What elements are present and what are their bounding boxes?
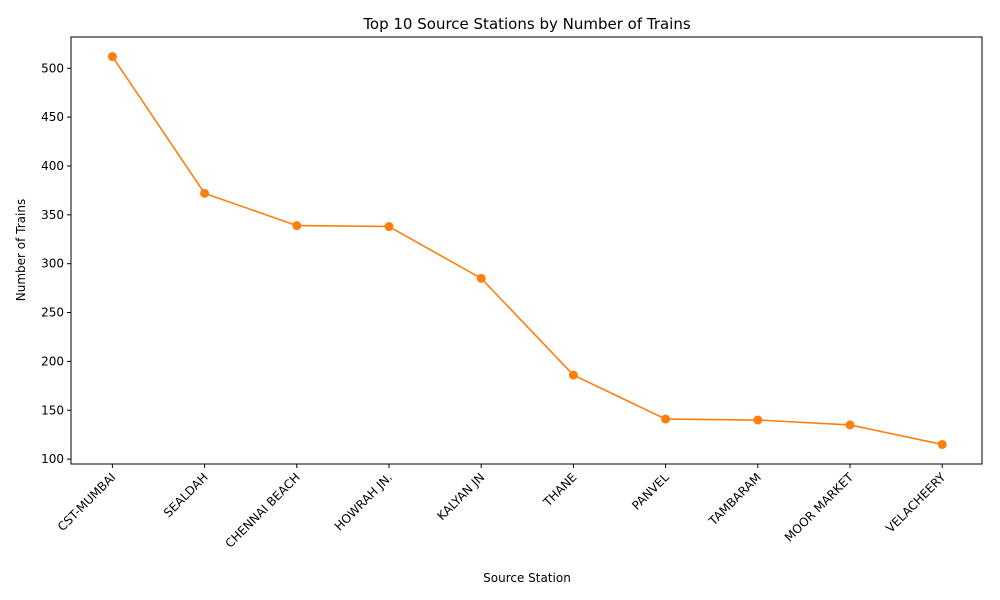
y-tick-label: 100 — [41, 452, 64, 466]
data-point — [937, 439, 947, 449]
x-tick-label: MOOR MARKET — [782, 470, 857, 545]
plot-area — [107, 52, 947, 449]
x-axis: CST-MUMBAI SEALDAH CHENNAI BEACH HOWRAH JN.… — [55, 464, 949, 551]
y-tick-label: 300 — [41, 257, 64, 271]
x-axis-label: Source Station — [483, 571, 571, 585]
data-point — [200, 188, 210, 198]
y-axis-label: Number of Trains — [14, 199, 28, 301]
x-tick-label: VELACHEERY — [883, 470, 949, 536]
x-tick-label: CST-MUMBAI — [55, 470, 119, 534]
y-tick-label: 500 — [41, 61, 64, 75]
y-tick-label: 150 — [41, 403, 64, 417]
data-point — [753, 415, 763, 425]
data-point — [845, 420, 855, 430]
data-point — [384, 222, 394, 232]
y-tick-label: 350 — [41, 208, 64, 222]
y-tick-label: 200 — [41, 354, 64, 368]
x-tick-label: PANVEL — [629, 470, 672, 513]
data-point — [476, 273, 486, 283]
data-point — [107, 52, 117, 62]
y-tick-label: 450 — [41, 110, 64, 124]
y-axis: 100 150 200 250 300 350 400 450 500 — [41, 61, 71, 466]
x-tick-label: TAMBARAM — [705, 470, 764, 529]
x-tick-label: THANE — [540, 470, 580, 510]
x-tick-label: SEALDAH — [161, 470, 211, 520]
data-point — [568, 370, 578, 380]
x-tick-label: KALYAN JN — [434, 470, 487, 523]
y-tick-label: 400 — [41, 159, 64, 173]
data-point — [292, 221, 302, 231]
x-tick-label: CHENNAI BEACH — [223, 470, 303, 550]
x-tick-label: HOWRAH JN. — [332, 470, 395, 533]
axes-frame — [70, 36, 983, 465]
chart-title: Top 10 Source Stations by Number of Trai… — [362, 15, 691, 33]
data-point — [661, 414, 671, 424]
y-tick-label: 250 — [41, 306, 64, 320]
series-line — [111, 56, 943, 446]
